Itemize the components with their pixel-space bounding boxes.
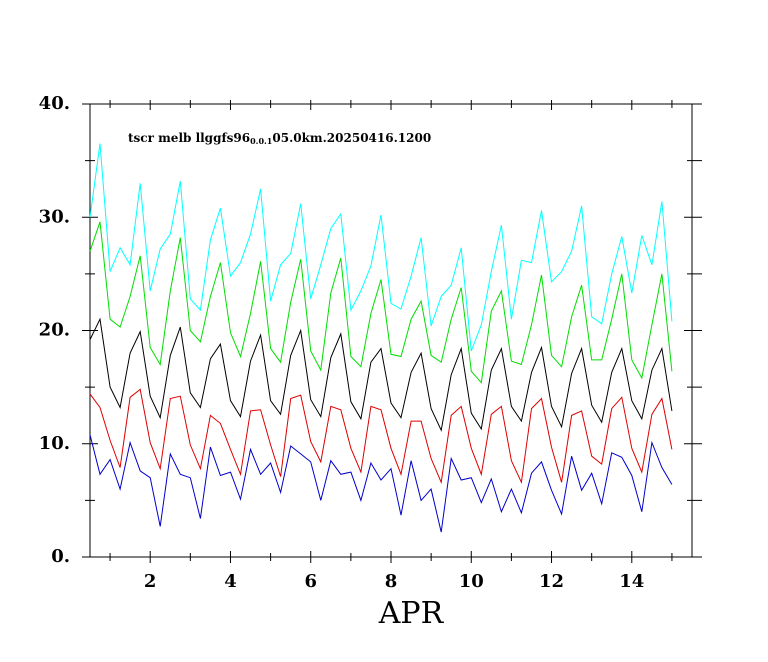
chart-title: tscr melb llggfs960.0.105.0km.20250416.1…: [128, 131, 431, 147]
y-tick-label: 30.: [39, 206, 70, 227]
series-line: [89, 434, 673, 533]
x-tick-label: 12: [539, 571, 564, 592]
y-tick-label: 0.: [51, 546, 70, 567]
series-line: [89, 317, 673, 432]
x-tick-label: 14: [619, 571, 644, 592]
x-tick-label: 6: [304, 571, 317, 592]
y-tick-label: 10.: [39, 433, 70, 454]
series-line: [89, 143, 673, 352]
title-text: 05.0km.20250416.1200: [272, 131, 431, 145]
x-tick-label: 8: [385, 571, 398, 592]
y-tick-label: 40.: [39, 93, 70, 114]
series-line: [89, 388, 673, 485]
title-text: tscr melb llggfs96: [128, 131, 250, 145]
x-tick-label: 10: [459, 571, 484, 592]
x-tick-label: 4: [224, 571, 237, 592]
series-line: [89, 221, 673, 384]
x-tick-label: 2: [144, 571, 157, 592]
x-axis-label: APR: [378, 596, 445, 631]
y-tick-label: 20.: [39, 320, 70, 341]
plot-frame: [89, 103, 693, 558]
title-subscript: 0.0.1: [250, 136, 272, 146]
